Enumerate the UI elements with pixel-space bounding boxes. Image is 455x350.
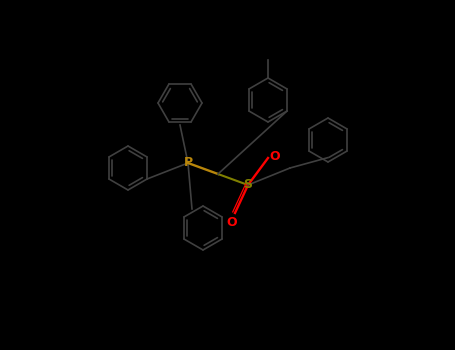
Text: O: O <box>227 217 238 230</box>
Text: S: S <box>243 178 253 191</box>
Text: P: P <box>183 156 192 169</box>
Text: O: O <box>270 149 280 162</box>
